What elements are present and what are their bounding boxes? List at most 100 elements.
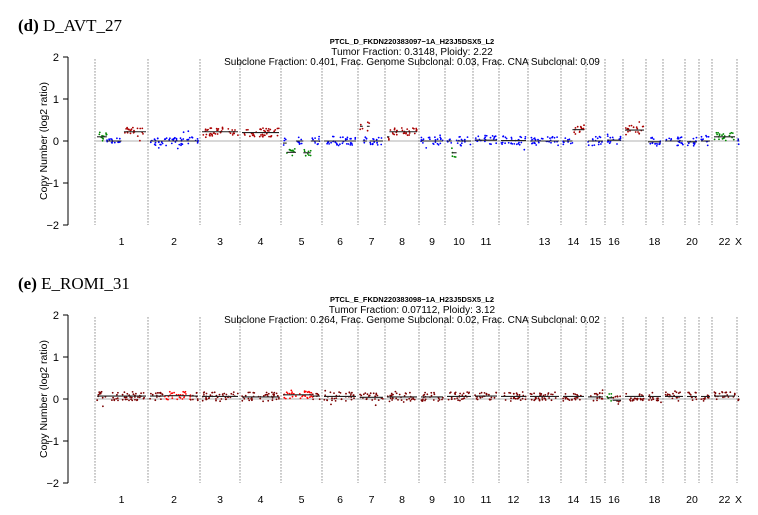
data-point <box>530 393 533 396</box>
segment-14 <box>562 137 574 146</box>
data-point <box>262 395 265 397</box>
data-point <box>388 138 390 140</box>
data-point <box>405 132 407 135</box>
data-point <box>133 129 135 132</box>
data-point <box>562 397 564 400</box>
data-point <box>261 133 264 136</box>
data-point <box>671 397 674 400</box>
data-point <box>517 397 520 400</box>
data-point <box>707 396 710 399</box>
data-point <box>649 396 652 399</box>
segment-3 <box>202 126 239 139</box>
data-point <box>187 130 190 133</box>
data-point <box>176 147 179 150</box>
x-tick-label: 16 <box>608 236 620 248</box>
data-point <box>733 392 736 395</box>
data-point <box>138 396 141 399</box>
data-point <box>264 393 267 396</box>
data-point <box>333 397 336 400</box>
data-point <box>664 393 667 396</box>
data-point <box>346 136 349 139</box>
data-point <box>368 394 371 397</box>
data-point <box>395 133 398 136</box>
data-point <box>331 399 333 402</box>
data-point <box>531 138 533 141</box>
data-point <box>250 398 253 400</box>
data-point <box>142 392 145 394</box>
data-point <box>609 140 612 143</box>
data-point <box>568 138 571 141</box>
data-point <box>284 138 287 141</box>
data-point <box>518 394 521 396</box>
data-point <box>273 391 276 394</box>
data-point <box>596 393 599 396</box>
data-point <box>209 394 212 397</box>
data-point <box>376 142 378 144</box>
data-point <box>111 399 113 401</box>
x-tick-label: 18 <box>649 494 661 506</box>
data-point <box>311 393 314 396</box>
data-point <box>513 143 516 145</box>
data-point <box>201 399 204 402</box>
data-point <box>135 392 137 395</box>
data-point <box>638 132 641 135</box>
data-point <box>339 136 342 139</box>
data-point <box>466 136 469 139</box>
data-point <box>149 397 152 400</box>
segment-2 <box>149 391 165 402</box>
data-point <box>117 391 119 394</box>
x-tick-label: X <box>735 236 742 248</box>
segment-7 <box>369 136 383 146</box>
data-point <box>214 133 217 135</box>
data-point <box>721 391 724 394</box>
data-point <box>638 121 641 123</box>
data-point <box>154 392 157 395</box>
data-point <box>400 399 403 401</box>
data-point <box>140 392 143 395</box>
data-point <box>213 391 216 394</box>
data-point <box>648 399 650 401</box>
data-point <box>453 155 456 158</box>
data-point <box>692 142 695 145</box>
x-tick-label: 5 <box>299 236 305 248</box>
data-point <box>564 393 567 395</box>
data-point <box>210 127 213 129</box>
data-point <box>345 143 348 145</box>
x-tick-label: X <box>735 494 742 506</box>
data-point <box>636 127 639 130</box>
x-tick-label: 15 <box>590 236 602 248</box>
data-point <box>596 399 598 402</box>
data-point <box>617 400 620 403</box>
data-point <box>323 398 326 401</box>
data-point <box>544 394 547 396</box>
x-tick-label: 6 <box>337 236 343 248</box>
data-point <box>554 397 557 399</box>
data-point <box>524 398 527 401</box>
data-point <box>677 137 680 140</box>
data-point <box>449 392 451 394</box>
segment-16 <box>612 395 622 405</box>
data-point <box>170 142 173 145</box>
data-point <box>311 137 314 140</box>
data-point <box>680 142 683 144</box>
data-point <box>535 397 537 400</box>
data-point <box>436 142 439 145</box>
data-point <box>270 135 273 137</box>
data-point <box>454 391 457 394</box>
data-point <box>334 141 337 144</box>
data-point <box>339 143 341 146</box>
panel-d: (d) D_AVT_27 PTCL_D_FKDN220383097−1A_H23… <box>0 0 758 257</box>
data-point <box>303 150 306 153</box>
data-point <box>637 131 639 133</box>
data-point <box>462 392 465 395</box>
data-point <box>619 135 622 138</box>
data-point <box>426 393 429 396</box>
data-point <box>462 397 465 400</box>
data-point <box>612 396 615 399</box>
data-point <box>318 138 320 140</box>
data-point <box>541 397 544 399</box>
data-point <box>244 394 247 397</box>
data-point <box>691 396 693 399</box>
data-point <box>392 393 394 396</box>
data-point <box>352 394 355 397</box>
